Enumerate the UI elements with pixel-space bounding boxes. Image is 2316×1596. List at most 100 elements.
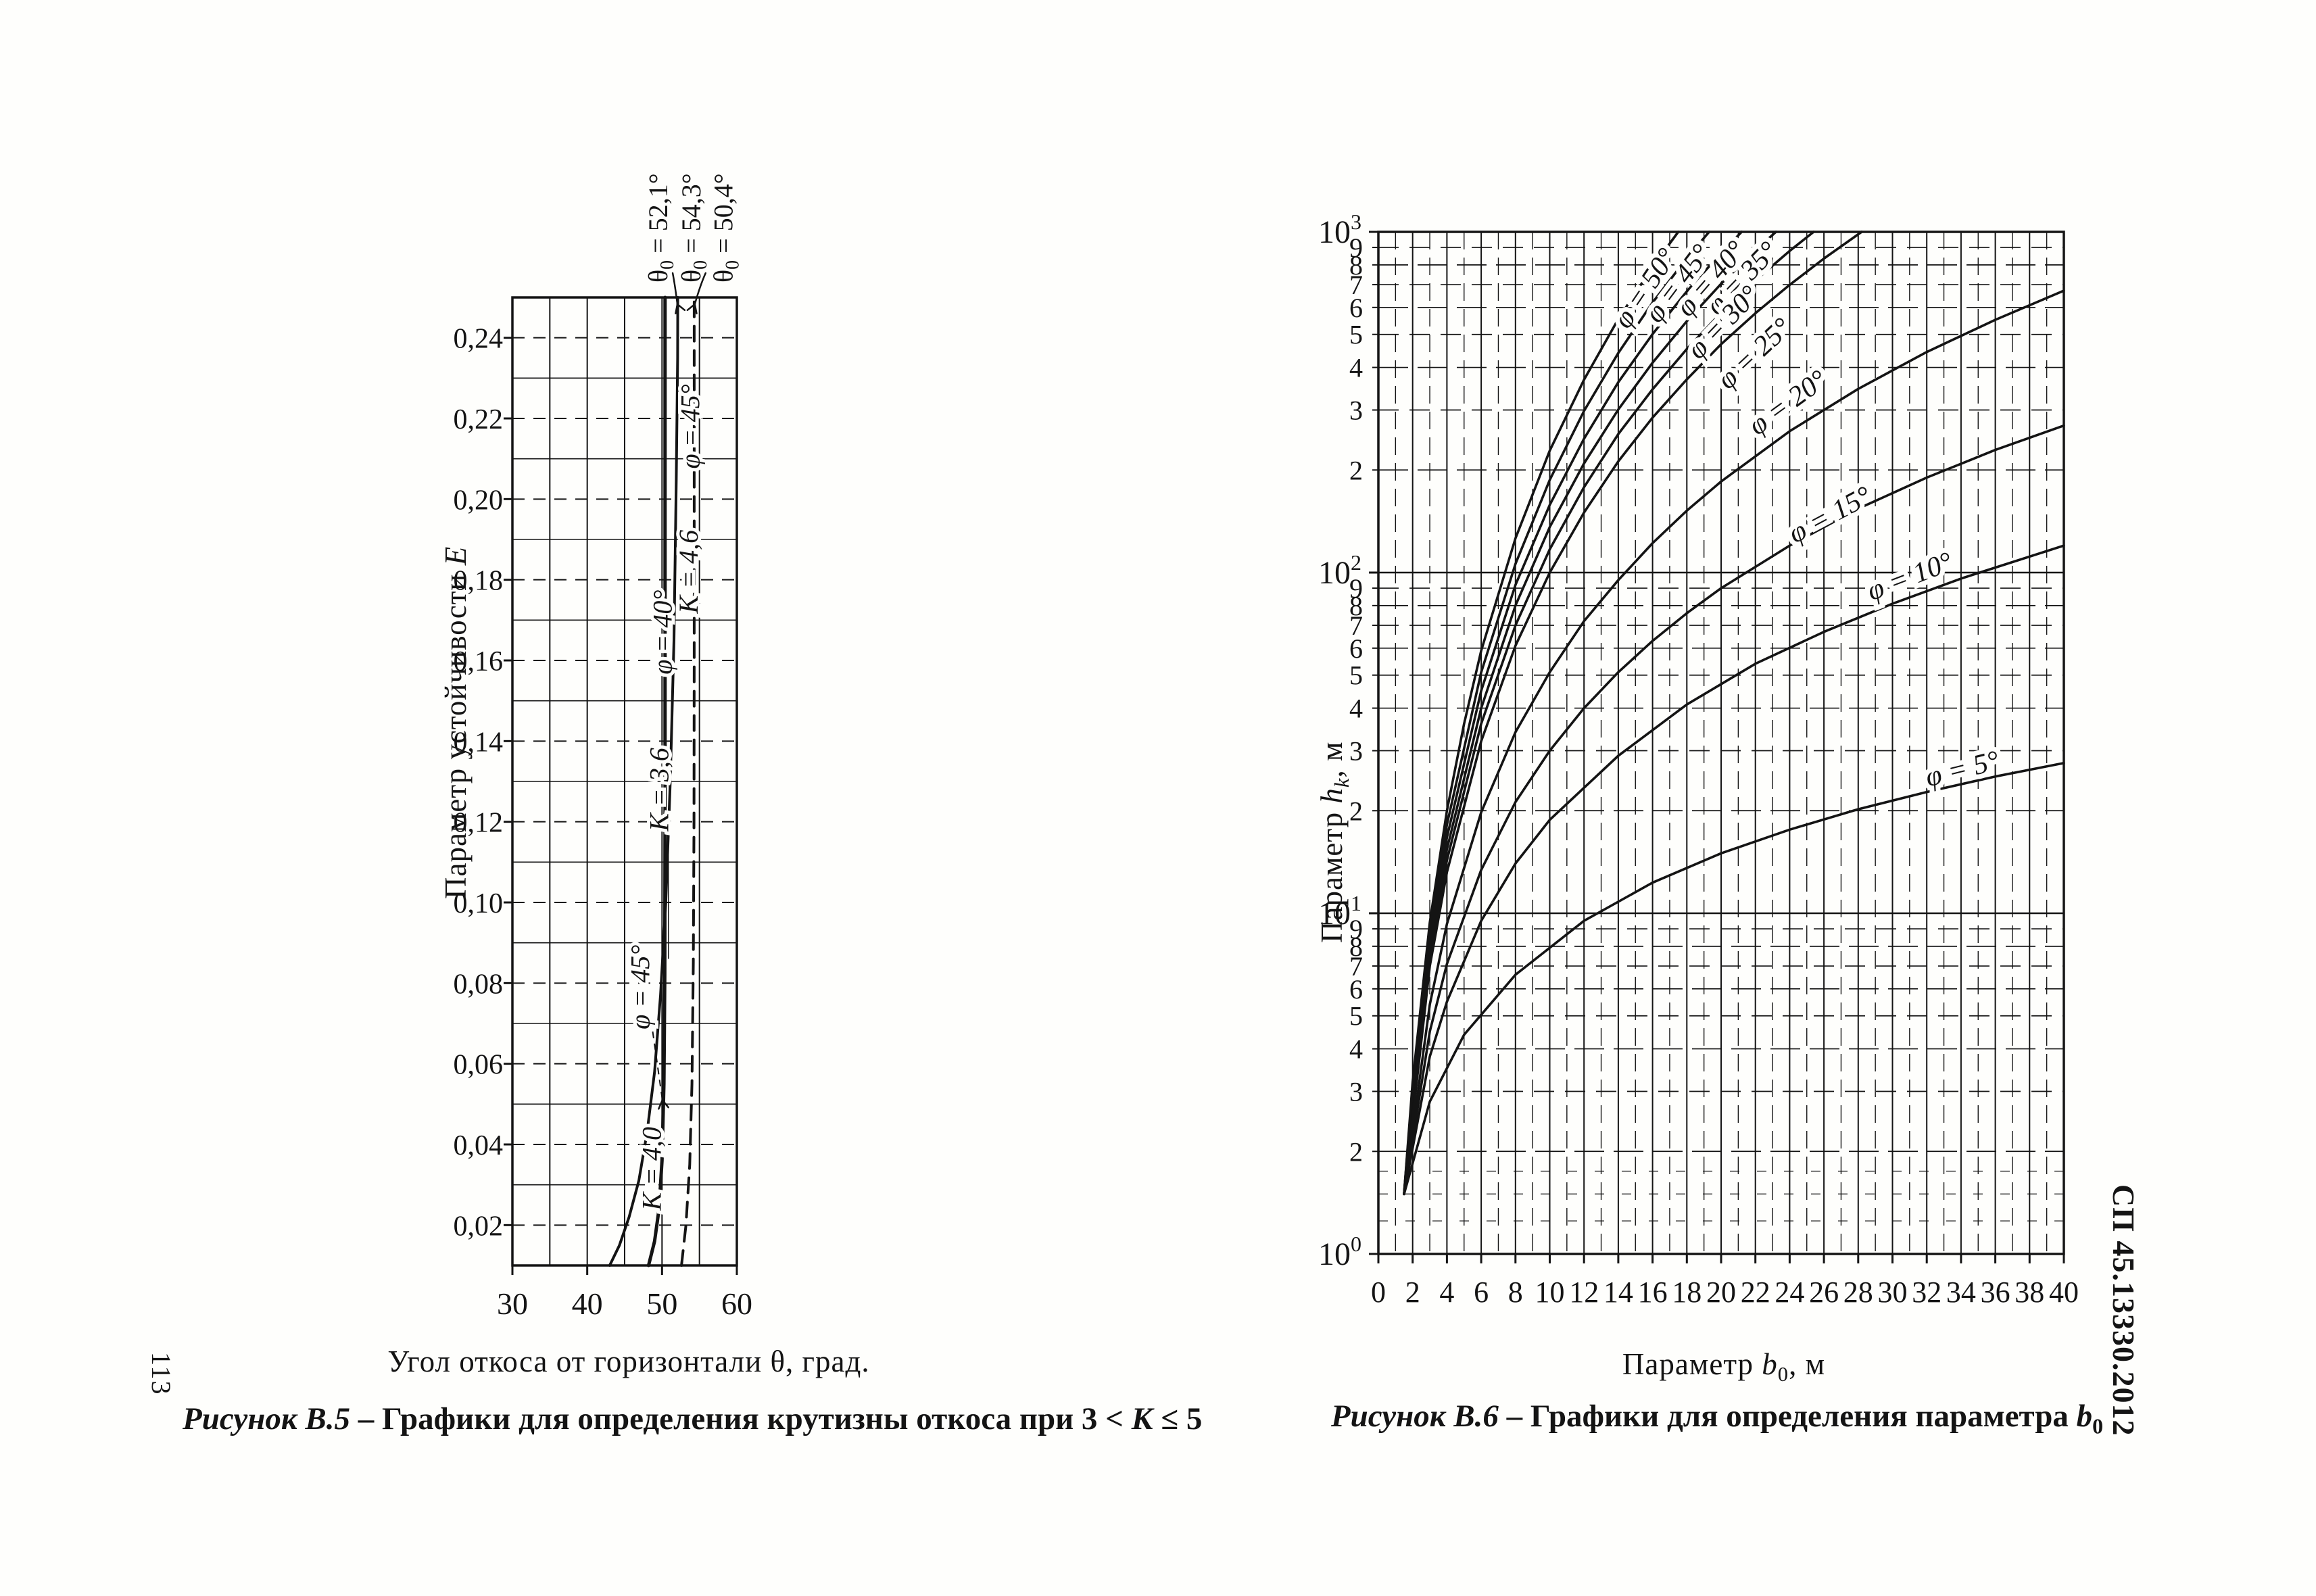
b5-y-tick-label: 0,14 [454,727,504,758]
b6-y-title-sub: k [1330,777,1353,788]
b6-y-subtick-label: 3 [1349,1077,1363,1107]
b6-caption-var: b [2076,1399,2093,1434]
b6-x-tick-label: 20 [1706,1276,1736,1309]
b5-curve-label: φ = 40° [648,590,678,675]
b5-x-tick-label: 30 [497,1286,528,1321]
b6-curve-label: φ = 15° [1783,481,1877,550]
b6-y-subtick-label: 2 [1349,1136,1363,1167]
b6-curve-label: φ = 20° [1743,364,1833,442]
b5-asymptote-label: θ0 = 50,4° [708,173,743,283]
b6-curve-φ = 50° [1403,231,1680,1196]
b6-y-subtick-label: 7 [1349,270,1363,300]
b6-y-subtick-label: 4 [1349,1034,1363,1065]
b6-curve-φ = 35° [1403,231,1777,1196]
b6-y-decade-label: 100 [1318,1232,1361,1272]
b6-x-tick-label: 22 [1741,1276,1770,1309]
b6-x-tick-label: 36 [1981,1276,2010,1309]
b6-x-tick-label: 18 [1672,1276,1702,1309]
b5-caption-sep: – [350,1401,383,1436]
b6-x-tick-label: 38 [2015,1276,2044,1309]
b6-caption-sub: 0 [2092,1414,2104,1438]
b6-y-title-var: h [1315,788,1349,804]
page-number: 113 [146,1352,176,1396]
b6-x-tick-label: 8 [1508,1276,1523,1309]
b6-curve-φ = 10° [1403,544,2065,1196]
b5-x-title-var: θ [770,1345,786,1378]
b5-x-title-text: Угол откоса от горизонтали [387,1345,771,1378]
b5-caption-var: К [1131,1401,1153,1436]
arrow-head [658,1099,669,1110]
b5-caption-body: Графики для определения крутизны откоса … [382,1401,1132,1436]
b5-plot-border [511,296,738,1267]
arrow-head [686,303,698,314]
b5-y-title-var: Е [439,546,473,566]
b6-curve-φ = 40° [1403,231,1743,1196]
b6-x-tick-label: 4 [1439,1276,1454,1309]
b6-y-subtick-label: 5 [1349,320,1363,350]
b5-y-tick-label: 0,20 [454,485,504,516]
b6-x-title-text: Параметр [1622,1347,1762,1381]
b6-x-tick-label: 32 [1912,1276,1941,1309]
b6-x-tick-label: 10 [1535,1276,1565,1309]
b5-x-title-post: , град. [786,1345,870,1378]
b5-x-axis-title: Угол откоса от горизонтали θ, град. [287,1344,970,1379]
b6-caption-body: Графики для определения параметра [1530,1399,2077,1434]
b6-y-subtick-label: 3 [1349,395,1363,426]
b5-curve-label: K = 4,6 [673,530,704,614]
b6-y-subtick-label: 8 [1349,591,1363,621]
b5-y-tick-label: 0,12 [454,808,504,839]
b5-x-tick-label: 60 [721,1286,752,1321]
b5-y-tick-label: 0,06 [454,1050,504,1081]
b6-curve-φ = 30° [1403,231,1815,1196]
b5-y-tick-label: 0,24 [454,324,504,355]
b5-y-tick-label: 0,22 [454,404,504,435]
b5-curve-label: φ = 45° [625,945,656,1030]
b5-asymptote-label: θ0 = 52,1° [643,173,678,283]
b6-y-subtick-label: 3 [1349,736,1363,767]
b5-curve-label: φ = 45° [675,384,706,468]
b6-y-subtick-label: 8 [1349,250,1363,281]
b5-curve-label: K = 3,6 [644,748,675,832]
b6-y-subtick-label: 9 [1349,573,1363,604]
b5-curve-K = 4,6 [680,296,696,1267]
b5-asymptote-leader [671,272,679,306]
b5-x-tick-label: 40 [572,1286,603,1321]
b6-x-tick-label: 14 [1603,1276,1633,1309]
b6-y-subtick-label: 4 [1349,353,1363,383]
b6-y-subtick-label: 4 [1349,694,1363,724]
b6-x-tick-label: 0 [1371,1276,1386,1309]
b6-x-tick-label: 34 [1946,1276,1976,1309]
b5-y-tick-label: 0,18 [454,566,504,597]
b6-y-subtick-label: 2 [1349,455,1363,485]
b6-x-tick-label: 2 [1405,1276,1420,1309]
b6-curve-φ = 25° [1403,231,1863,1196]
b6-x-tick-label: 40 [2049,1276,2079,1309]
b6-y-decade-label: 103 [1318,210,1361,250]
b6-x-tick-label: 30 [1878,1276,1908,1309]
b6-y-subtick-label: 5 [1349,1001,1363,1032]
b6-x-axis-title: Параметр b0, м [1420,1347,2028,1386]
b6-y-subtick-label: 7 [1349,951,1363,982]
b6-curve-label: φ = 5° [1923,745,2002,793]
b5-asymptote-leader [694,272,707,306]
b6-curve-φ = 5° [1403,762,2065,1196]
b6-x-title-post: , м [1789,1347,1826,1381]
b6-caption: Рисунок В.6 – Графики для определения па… [1311,1398,2123,1438]
b6-x-tick-label: 12 [1569,1276,1599,1309]
arrow-head [675,303,686,314]
b5-y-tick-label: 0,08 [454,969,504,1000]
b5-y-axis-title: Параметр устойчивости Е [438,546,473,899]
b5-y-tick-label: 0,16 [454,646,504,677]
b5-curve-K = 3,6 [608,296,679,1267]
b6-x-tick-label: 24 [1775,1276,1804,1309]
standard-code: СП 45.13330.2012 [2106,1184,2141,1436]
b6-y-subtick-label: 8 [1349,932,1363,962]
b6-y-decade-label: 102 [1318,550,1361,591]
b6-caption-label: Рисунок В.6 [1330,1399,1499,1434]
b6-y-subtick-label: 6 [1349,974,1363,1005]
b6-x-tick-label: 16 [1638,1276,1668,1309]
b5-curve-K = 4,0 [646,295,667,1267]
b5-y-tick-label: 0,10 [454,888,504,919]
